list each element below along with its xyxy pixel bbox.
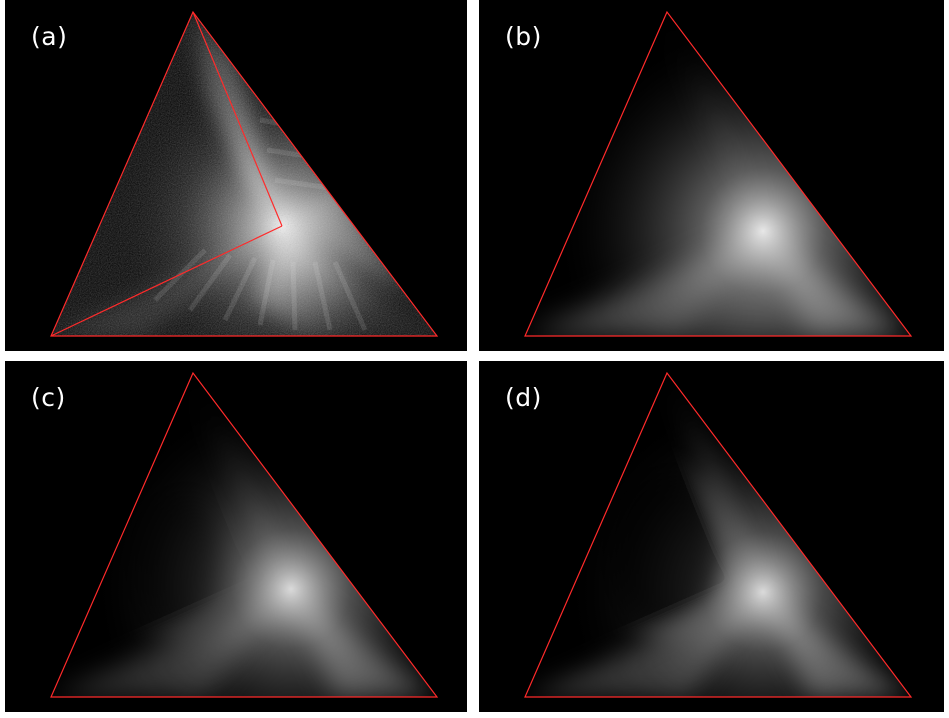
panel-label-c: (c) (31, 383, 66, 412)
triangle-outline (524, 10, 913, 337)
triangle-outline (50, 371, 439, 698)
panel-a-image (50, 10, 439, 337)
panel-c: (c) (5, 361, 467, 712)
panel-label-b: (b) (505, 22, 542, 51)
panel-d: (d) (479, 361, 944, 712)
triangle-outline (524, 371, 913, 698)
panel-b-image (524, 10, 913, 337)
panel-label-d: (d) (505, 383, 542, 412)
panel-c-image (50, 371, 439, 698)
panel-a: (a) (5, 0, 467, 351)
panel-d-image (524, 371, 913, 698)
triangle-outline (50, 10, 439, 337)
panel-label-a: (a) (31, 22, 68, 51)
panel-b: (b) (479, 0, 944, 351)
